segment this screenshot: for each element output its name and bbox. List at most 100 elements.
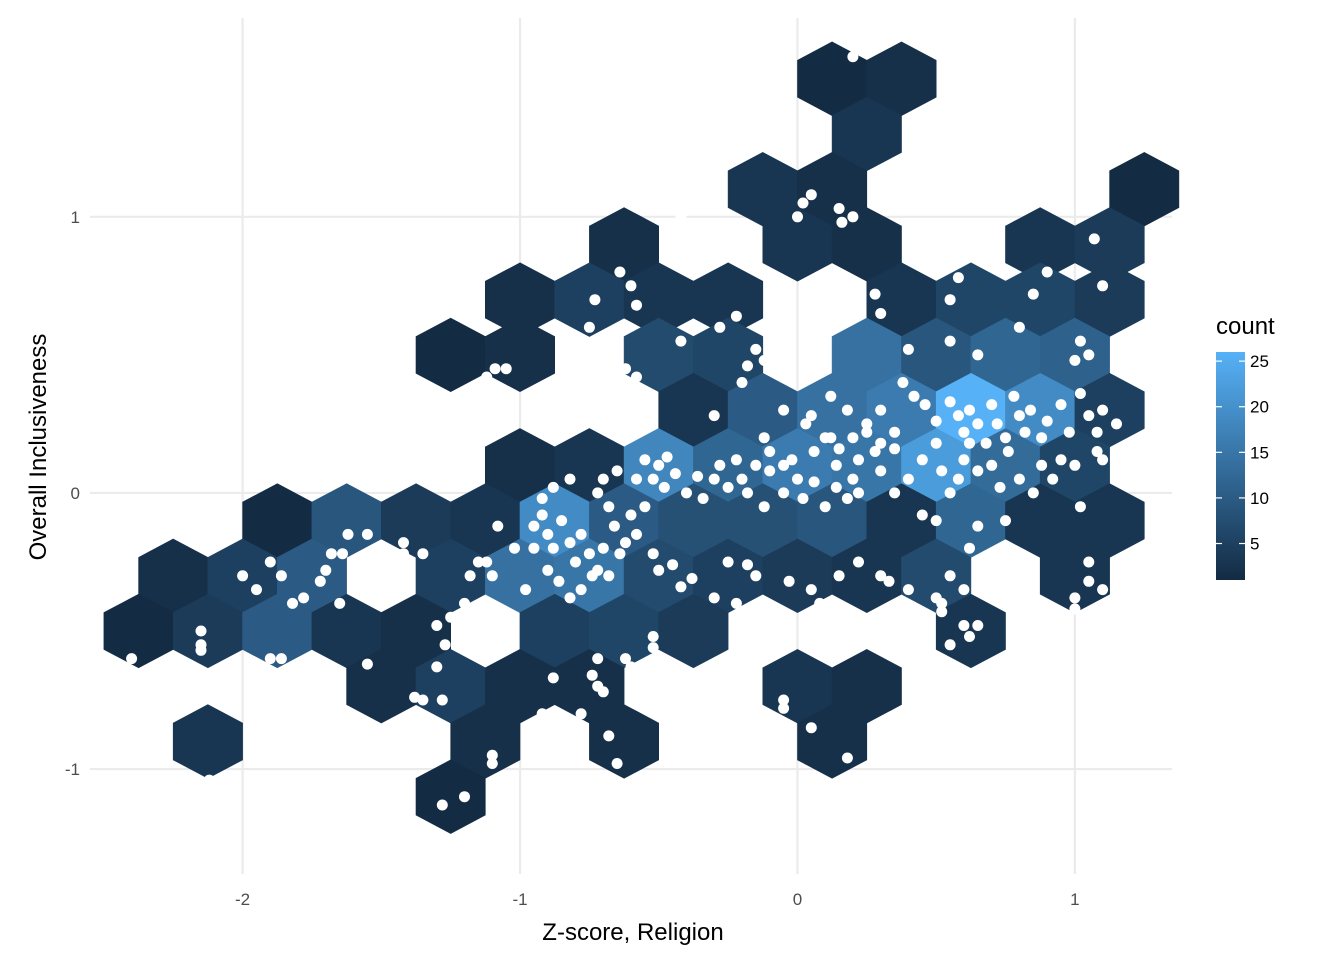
data-point	[314, 658, 326, 670]
data-point	[805, 189, 817, 201]
hex-bin	[658, 593, 729, 669]
data-point	[287, 675, 298, 687]
data-point	[1002, 446, 1014, 457]
data-point	[889, 443, 901, 455]
data-point	[972, 349, 984, 361]
data-point	[805, 584, 817, 596]
data-point	[431, 661, 443, 673]
data-point	[575, 528, 587, 540]
data-point	[1069, 354, 1081, 366]
axis-tick-labels: -2 -1 0 1 -1 0 1	[65, 208, 1080, 909]
legend-title: count	[1216, 313, 1275, 340]
data-point	[883, 575, 895, 587]
data-point	[833, 203, 845, 214]
data-point	[481, 556, 493, 568]
data-point	[1097, 584, 1109, 596]
data-point	[814, 597, 826, 609]
data-point	[944, 396, 956, 408]
data-point	[547, 542, 559, 554]
data-point	[916, 454, 928, 466]
data-point	[583, 548, 595, 560]
data-point	[808, 476, 820, 488]
data-point	[608, 371, 620, 383]
data-point	[614, 548, 626, 560]
data-point	[730, 454, 742, 466]
data-point	[647, 631, 659, 642]
data-point	[805, 410, 817, 422]
data-point	[409, 691, 421, 703]
data-point	[631, 528, 642, 540]
data-point	[1083, 611, 1095, 623]
data-point	[714, 321, 726, 333]
data-point	[647, 548, 659, 560]
data-point	[833, 570, 845, 582]
data-point	[603, 570, 615, 582]
data-point	[586, 570, 598, 582]
data-point	[639, 501, 651, 513]
data-point	[889, 487, 901, 499]
data-point	[758, 432, 770, 444]
data-point	[314, 575, 326, 587]
data-point	[658, 178, 670, 190]
data-point	[658, 197, 670, 209]
data-point	[1025, 404, 1036, 416]
data-point	[952, 473, 964, 485]
data-point	[1097, 454, 1109, 466]
legend-tick-label: 15	[1250, 443, 1269, 462]
data-point	[1013, 321, 1025, 333]
data-point	[1000, 432, 1011, 444]
data-point	[647, 642, 659, 654]
data-point	[553, 575, 565, 587]
data-point	[459, 791, 470, 803]
data-point	[936, 465, 948, 477]
data-point	[625, 280, 637, 292]
data-point	[730, 310, 742, 322]
data-point	[742, 487, 753, 499]
data-point	[808, 446, 820, 457]
data-point	[825, 390, 837, 402]
data-point	[603, 501, 615, 513]
data-point	[722, 556, 734, 568]
data-point	[833, 443, 845, 455]
data-point	[464, 570, 476, 582]
data-point	[589, 294, 601, 306]
x-tick-label: 1	[1070, 890, 1079, 909]
data-point	[459, 597, 470, 609]
y-axis-title: Overall Inclusiveness	[25, 334, 52, 561]
data-point	[869, 446, 881, 457]
data-point	[783, 575, 795, 587]
data-point	[797, 493, 809, 504]
data-point	[916, 509, 928, 521]
data-point	[620, 653, 631, 665]
data-point	[592, 487, 604, 499]
data-point	[320, 564, 332, 576]
data-point	[486, 749, 498, 761]
data-point	[425, 713, 437, 725]
data-point	[958, 426, 970, 438]
data-point	[792, 473, 803, 485]
data-point	[281, 666, 293, 678]
data-point	[930, 415, 942, 427]
data-point	[1055, 399, 1067, 411]
data-point	[853, 454, 864, 466]
data-point	[972, 520, 984, 532]
data-point	[417, 694, 429, 706]
data-point	[436, 694, 448, 706]
legend-ticks: 5 10 15 20 25	[1216, 352, 1269, 554]
data-point	[841, 752, 853, 764]
data-point	[875, 570, 887, 582]
data-point	[486, 758, 498, 769]
data-point	[564, 537, 576, 549]
data-point	[919, 399, 931, 411]
legend: count 5 10 15 20 25	[1216, 313, 1275, 580]
legend-tick-label: 25	[1250, 352, 1269, 371]
data-point	[481, 371, 493, 383]
data-point	[275, 653, 287, 665]
data-point	[819, 611, 831, 623]
data-point	[1069, 592, 1081, 604]
data-point	[972, 620, 984, 631]
data-point	[861, 418, 873, 430]
data-point	[944, 335, 956, 347]
hex-bin	[415, 759, 486, 834]
